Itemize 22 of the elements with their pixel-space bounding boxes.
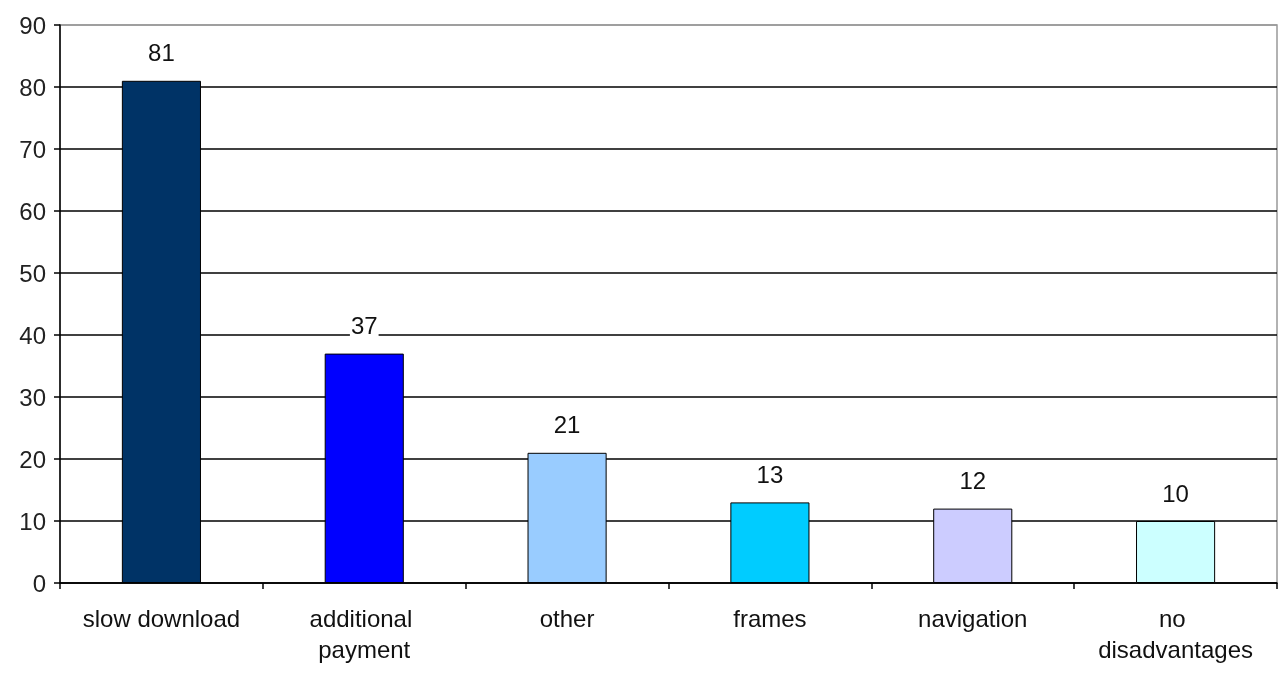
x-tick-label: no disadvantages	[1098, 605, 1253, 663]
y-tick-label: 0	[32, 569, 46, 597]
y-tick-label: 10	[19, 507, 46, 535]
y-tick-label: 50	[19, 259, 46, 287]
y-tick-label: 40	[19, 321, 46, 349]
y-tick-label: 70	[19, 135, 46, 163]
x-tick-label: additional payment	[309, 605, 419, 663]
y-tick-label: 90	[19, 11, 46, 39]
x-tick-label: navigation	[918, 605, 1028, 632]
y-tick-label: 80	[19, 73, 46, 101]
y-tick-label: 20	[19, 445, 46, 473]
y-tick-label: 30	[19, 383, 46, 411]
x-tick-label: slow download	[82, 605, 241, 632]
data-label: 21	[553, 411, 581, 439]
x-tick-label: other	[539, 605, 595, 632]
y-tick-label: 60	[19, 197, 46, 225]
data-label: 12	[959, 467, 987, 495]
data-label: 37	[350, 312, 378, 340]
x-tick-label: frames	[733, 605, 807, 632]
data-label: 81	[148, 39, 175, 67]
data-label: 13	[756, 460, 784, 488]
data-label: 10	[1162, 479, 1189, 507]
